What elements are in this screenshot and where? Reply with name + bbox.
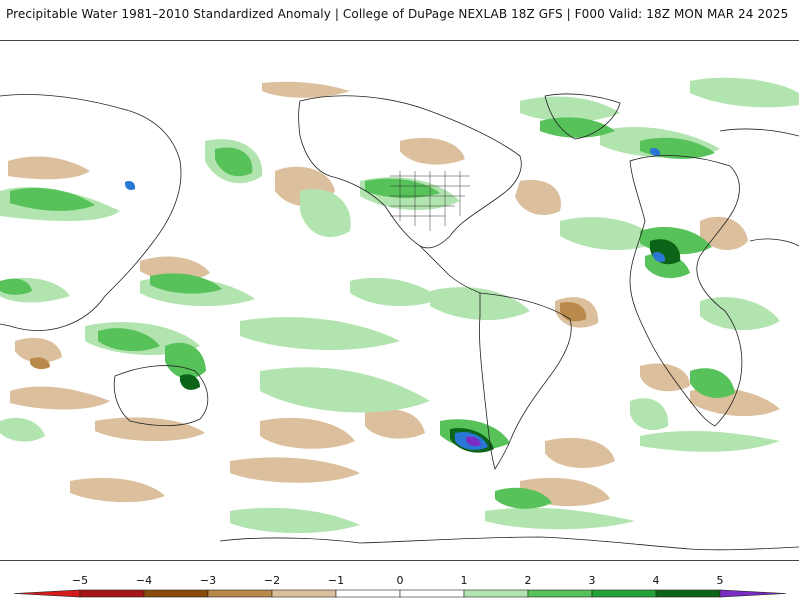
legend-segment [399,589,465,598]
moderate-positive-anomaly-areas [0,117,735,509]
legend-tick-label: −4 [136,574,152,587]
legend-arrow-low [13,589,81,598]
strong-positive-anomaly-areas [180,239,681,453]
extreme-positive-anomaly-areas [125,147,666,450]
legend-segment [143,589,209,598]
legend-tick-label: 1 [461,574,468,587]
legend-segment [591,589,657,598]
legend-tick-label: 5 [717,574,724,587]
legend-tick-label: 2 [525,574,532,587]
header-bar: Precipitable Water 1981–2010 Standardize… [0,0,800,36]
legend-segment [463,589,529,598]
anomaly-map [0,77,799,551]
positive-anomaly-areas [0,77,799,534]
map-title: Precipitable Water 1981–2010 Standardize… [6,7,789,21]
legend-tick-label: 4 [653,574,660,587]
color-bar: −5 −4 −3 −2 −1 0 1 2 3 4 5 [13,574,787,598]
legend-tick-label: −3 [200,574,216,587]
legend-tick-label: −2 [264,574,280,587]
legend-segment [207,589,273,598]
legend-color-segments [13,589,787,598]
legend-tick-label: −5 [72,574,88,587]
legend-segment [271,589,337,598]
legend-tick-label: 3 [589,574,596,587]
legend-tick-label: −1 [328,574,344,587]
coastlines [0,93,799,551]
legend-segment [79,589,145,598]
color-scale-legend: −5 −4 −3 −2 −1 0 1 2 3 4 5 [0,566,800,600]
legend-arrow-high [719,589,787,598]
legend-segment [335,589,401,598]
state-boundaries [390,171,470,231]
legend-tick-labels: −5 −4 −3 −2 −1 0 1 2 3 4 5 [72,574,724,587]
map-panel [0,40,799,561]
legend-tick-label: 0 [397,574,404,587]
legend-segment [527,589,593,598]
negative-anomaly-areas [8,81,780,507]
legend-segment [655,589,721,598]
